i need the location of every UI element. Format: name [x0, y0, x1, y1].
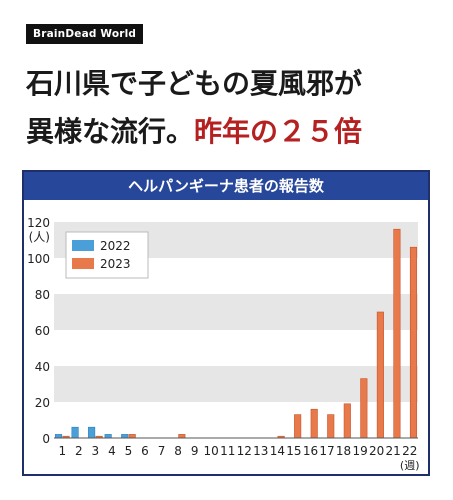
x-tick-label: 15 — [286, 444, 301, 458]
x-tick-label: 2 — [75, 444, 83, 458]
x-tick-label: 18 — [336, 444, 351, 458]
y-tick-label: 80 — [35, 288, 50, 302]
legend-label-2022: 2022 — [100, 239, 131, 253]
grid-band — [54, 366, 418, 402]
bar-2023-week-5 — [128, 434, 136, 439]
bar-2022-week-1 — [54, 434, 63, 439]
x-tick-label: 9 — [191, 444, 199, 458]
x-tick-label: 14 — [270, 444, 285, 458]
bar-2023-week-19 — [360, 378, 368, 439]
bar-2023-week-15 — [294, 414, 302, 439]
x-tick-label: 11 — [220, 444, 235, 458]
legend-swatch-2023 — [72, 258, 94, 269]
headline-line-1: 石川県で子どもの夏風邪が — [26, 67, 363, 100]
y-tick-label: 20 — [35, 396, 50, 410]
bar-2022-week-3 — [88, 426, 96, 439]
y-axis-unit: (人) — [29, 230, 50, 244]
x-tick-label: 13 — [253, 444, 268, 458]
y-tick-label: 40 — [35, 360, 50, 374]
x-axis-unit: (週) — [400, 459, 420, 472]
chart-title: ヘルパンギーナ患者の報告数 — [24, 172, 428, 200]
legend-box — [65, 231, 149, 279]
x-tick-label: 19 — [352, 444, 367, 458]
x-tick-label: 17 — [319, 444, 334, 458]
x-tick-label: 4 — [108, 444, 116, 458]
bar-2023-week-18 — [343, 403, 351, 439]
bar-2022-week-5 — [121, 434, 129, 439]
headline-line-2-main: 異様な流行。 — [26, 115, 195, 148]
x-tick-label: 20 — [369, 444, 384, 458]
bar-2022-week-4 — [104, 434, 112, 439]
y-tick-label: 60 — [35, 324, 50, 338]
legend-swatch-2022 — [72, 240, 94, 251]
x-tick-label: 16 — [303, 444, 318, 458]
x-tick-label: 10 — [204, 444, 219, 458]
x-tick-label: 7 — [158, 444, 166, 458]
x-tick-label: 12 — [237, 444, 252, 458]
x-tick-label: 21 — [386, 444, 401, 458]
y-tick-label: 100 — [27, 252, 50, 266]
bar-2023-week-17 — [327, 414, 335, 439]
bar-2023-week-20 — [376, 311, 384, 439]
bar-2023-week-21 — [393, 228, 401, 439]
bar-2023-week-16 — [310, 408, 318, 439]
x-tick-label: 6 — [141, 444, 149, 458]
brand-tag: BrainDead World — [26, 24, 144, 44]
headline: 石川県で子どもの夏風邪が 異様な流行。昨年の２５倍 — [26, 60, 436, 156]
x-tick-label: 22 — [402, 444, 417, 458]
y-tick-label: 120 — [27, 216, 50, 230]
bar-2023-week-22 — [409, 246, 418, 439]
bar-2023-week-8 — [178, 434, 186, 439]
bar-2022-week-2 — [71, 426, 79, 439]
headline-line-2-accent: 昨年の２５倍 — [194, 115, 363, 148]
legend-label-2023: 2023 — [100, 257, 131, 271]
x-tick-label: 8 — [174, 444, 182, 458]
x-tick-label: 3 — [92, 444, 100, 458]
y-tick-label: 0 — [42, 432, 50, 446]
grid-band — [54, 294, 418, 330]
x-tick-label: 5 — [125, 444, 133, 458]
x-tick-label: 1 — [58, 444, 66, 458]
